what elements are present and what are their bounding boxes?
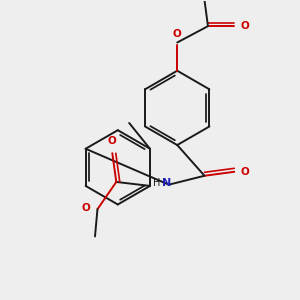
Text: H: H [153,178,161,188]
Text: O: O [241,21,249,31]
Text: O: O [108,136,117,146]
Text: O: O [241,167,249,177]
Text: O: O [173,28,182,38]
Text: N: N [162,178,171,188]
Text: O: O [82,203,91,213]
